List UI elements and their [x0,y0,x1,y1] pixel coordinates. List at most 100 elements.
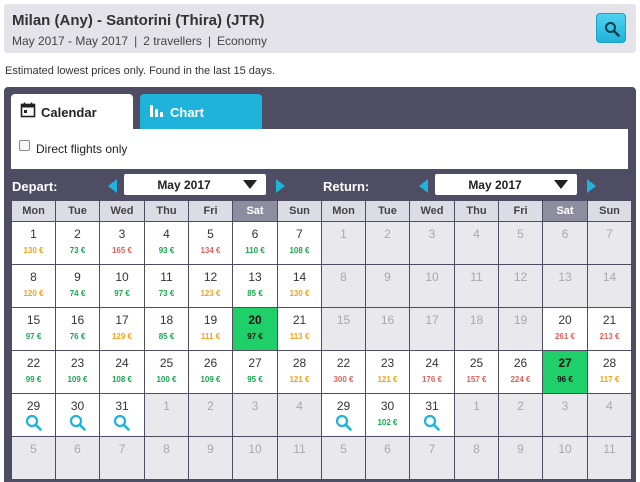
price-label: 109 € [200,375,221,384]
day-cell: 10 [410,265,454,307]
day-cell[interactable]: 14 130 € [278,265,321,307]
day-cell: 2 [189,394,232,436]
day-cell[interactable]: 25 157 € [455,351,498,393]
day-cell[interactable]: 26 109 € [189,351,232,393]
price-label: 108 € [111,375,133,384]
day-cell[interactable]: 21 113 € [278,308,321,350]
day-cell[interactable]: 5 134 € [189,222,232,264]
day-cell[interactable]: 16 76 € [56,308,99,350]
day-cell[interactable]: 6 110 € [233,222,277,264]
depart-next-month-arrow[interactable] [276,179,285,193]
price-label: 300 € [333,375,354,384]
day-cell[interactable]: 24 108 € [100,351,144,393]
day-cell[interactable]: 25 100 € [145,351,188,393]
day-cell[interactable]: 28 121 € [278,351,321,393]
price-label: 120 € [23,289,44,298]
day-cell[interactable]: 30 102 € [366,394,409,436]
day-number: 10 [115,270,129,284]
day-cell[interactable]: 7 108 € [278,222,321,264]
search-button[interactable] [596,13,626,43]
day-cell[interactable]: 24 176 € [410,351,454,393]
search-icon[interactable] [25,414,42,436]
weekday-header: Tue [56,201,99,221]
day-number: 4 [296,399,303,413]
tab-calendar-label: Calendar [41,105,97,120]
day-cell[interactable]: 3 165 € [100,222,144,264]
day-number: 6 [384,442,391,456]
day-cell[interactable]: 19 111 € [189,308,232,350]
day-number: 24 [425,356,439,370]
return-label: Return: [323,179,370,194]
return-prev-month-arrow[interactable] [419,179,428,193]
day-cell[interactable]: 29 [322,394,365,436]
day-cell[interactable]: 18 85 € [145,308,188,350]
day-number: 10 [425,270,439,284]
weekday-header: Thu [145,201,188,221]
selected-day-cell[interactable]: 27 96 € [543,351,587,393]
day-cell[interactable]: 31 [100,394,144,436]
day-cell[interactable]: 1 130 € [12,222,55,264]
day-cell: 6 [543,222,587,264]
search-icon[interactable] [423,414,440,436]
selected-day-cell[interactable]: 20 97 € [233,308,277,350]
day-number: 8 [473,442,480,456]
day-cell[interactable]: 4 93 € [145,222,188,264]
bar-chart-icon [150,105,163,117]
day-number: 2 [74,227,81,241]
day-cell[interactable]: 9 74 € [56,265,99,307]
search-icon[interactable] [69,414,86,436]
weekday-header: Fri [189,201,232,221]
day-cell[interactable]: 31 [410,394,454,436]
day-cell: 16 [366,308,409,350]
day-cell[interactable]: 22 99 € [12,351,55,393]
day-cell[interactable]: 30 [56,394,99,436]
day-cell[interactable]: 13 85 € [233,265,277,307]
tab-calendar[interactable]: Calendar [11,94,133,129]
day-number: 11 [293,442,306,456]
price-label: 73 € [158,289,175,298]
direct-flights-label[interactable]: Direct flights only [36,142,128,156]
direct-flights-checkbox[interactable] [19,140,30,151]
search-icon[interactable] [113,414,130,436]
day-number: 24 [115,356,129,370]
day-cell[interactable]: 29 [12,394,55,436]
day-number: 5 [30,442,37,456]
day-cell[interactable]: 12 123 € [189,265,232,307]
day-number: 11 [160,270,173,284]
depart-month-select[interactable]: May 2017 [124,174,266,195]
day-cell[interactable]: 21 213 € [588,308,631,350]
day-cell[interactable]: 10 97 € [100,265,144,307]
day-number: 20 [248,313,262,327]
search-icon[interactable] [335,414,352,436]
return-next-month-arrow[interactable] [587,179,596,193]
day-cell: 5 [499,222,542,264]
day-cell[interactable]: 2 73 € [56,222,99,264]
day-cell[interactable]: 8 120 € [12,265,55,307]
day-cell[interactable]: 27 95 € [233,351,277,393]
day-number: 3 [561,399,569,413]
price-label: 97 € [25,332,42,341]
day-cell[interactable]: 26 224 € [499,351,542,393]
day-cell[interactable]: 17 129 € [100,308,144,350]
day-number: 1 [340,227,347,241]
day-cell: 4 [588,394,631,436]
tab-chart[interactable]: Chart [140,94,262,129]
day-cell[interactable]: 15 97 € [12,308,55,350]
day-cell[interactable]: 23 109 € [56,351,99,393]
day-cell[interactable]: 11 73 € [145,265,188,307]
price-label: 111 € [200,332,221,341]
return-month-select[interactable]: May 2017 [435,174,577,195]
day-number: 30 [380,399,395,413]
day-number: 14 [602,270,617,284]
day-cell[interactable]: 23 121 € [366,351,409,393]
day-number: 5 [207,227,214,241]
price-label: 121 € [289,375,310,384]
cabin-class: Economy [217,34,268,48]
depart-prev-month-arrow[interactable] [108,179,117,193]
day-cell[interactable]: 28 117 € [588,351,631,393]
day-number: 15 [336,313,351,327]
day-cell[interactable]: 20 261 € [543,308,587,350]
day-number: 19 [203,313,218,327]
day-cell[interactable]: 22 300 € [322,351,365,393]
day-number: 13 [558,270,572,284]
